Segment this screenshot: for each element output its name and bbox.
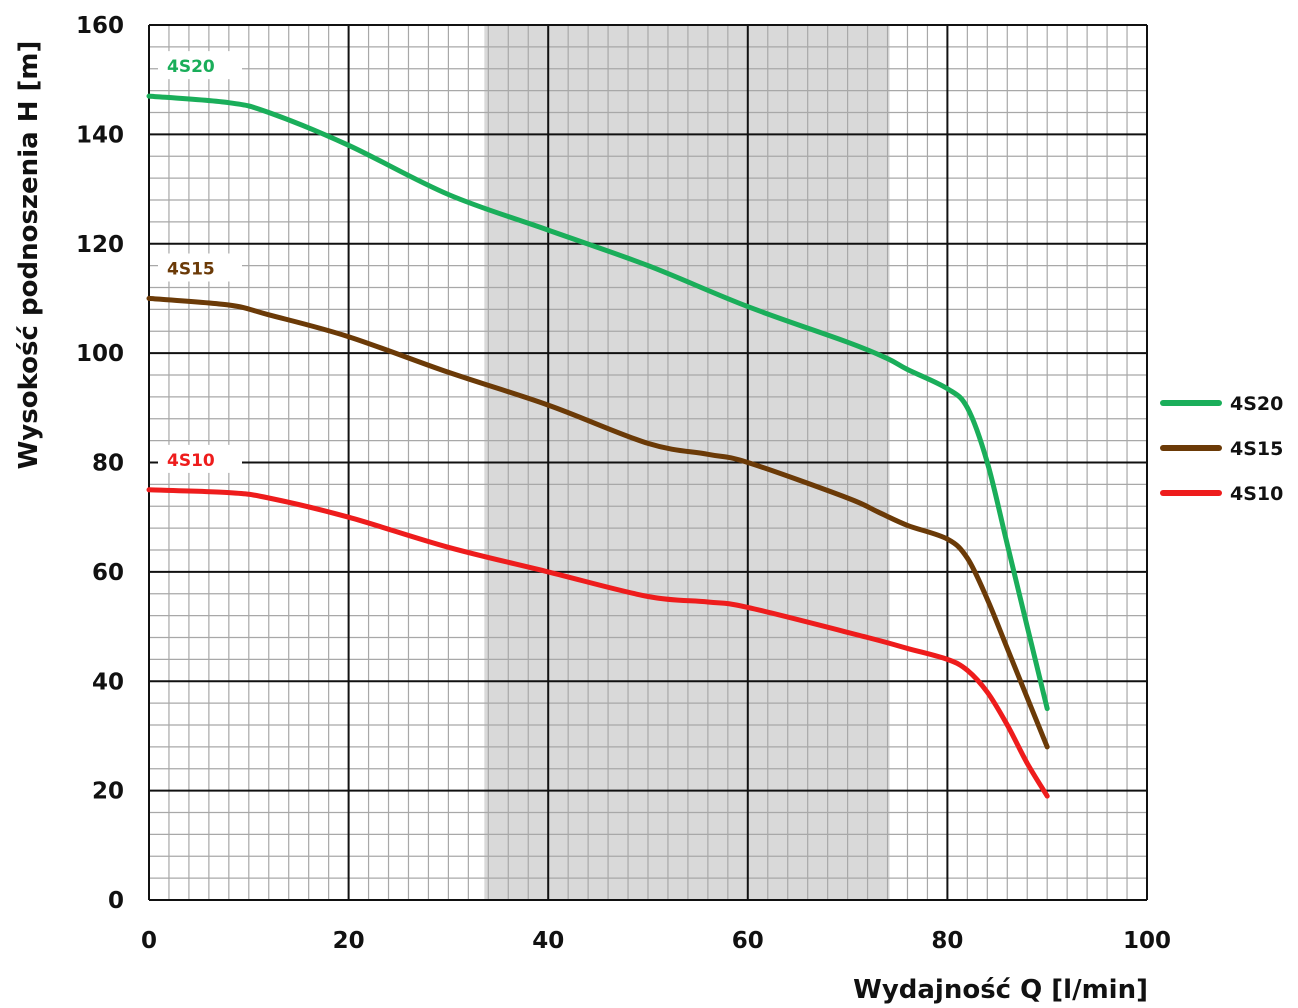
legend: 4S20 4S15 4S10 [1160,393,1283,505]
legend-label-4S20: 4S20 [1230,393,1283,415]
x-tick-label: 40 [532,928,564,954]
x-tick-label: 60 [732,928,764,954]
x-tick-label: 0 [141,928,157,954]
series-line-4S10 [146,487,1050,799]
x-tick-label: 80 [931,928,963,954]
curves [146,93,1050,799]
y-tick-label: 60 [92,560,124,586]
curve-label-4S20: 4S20 [167,57,215,77]
x-tick-label: 100 [1123,928,1171,954]
curve-labels: 4S20 4S15 4S10 [158,51,242,473]
y-tick-label: 140 [76,122,124,148]
series-line-4S15 [146,295,1050,750]
x-tick-label: 20 [333,928,365,954]
y-tick-label: 80 [92,451,124,477]
curve-label-bg [158,253,242,282]
curve-label-4S10: 4S10 [167,451,215,471]
series-line-4S20 [146,93,1050,712]
x-axis-title: Wydajność Q [l/min] [853,975,1148,1005]
curve-label-bg [158,444,242,473]
y-tick-label: 20 [92,779,124,805]
curve-label-bg [158,51,242,80]
y-tick-label: 0 [108,888,124,914]
legend-label-4S10: 4S10 [1230,483,1283,505]
y-tick-label: 120 [76,232,124,258]
y-axis-title: Wysokość podnoszenia H [m] [14,41,44,470]
y-tick-label: 40 [92,669,124,695]
y-tick-label: 100 [76,341,124,367]
tick-labels: 0 20 40 60 80 100 0 20 40 60 80 100 120 140 160 [76,13,1171,954]
legend-label-4S15: 4S15 [1230,438,1283,460]
curve-label-4S15: 4S15 [167,259,215,279]
y-tick-label: 160 [76,13,124,39]
